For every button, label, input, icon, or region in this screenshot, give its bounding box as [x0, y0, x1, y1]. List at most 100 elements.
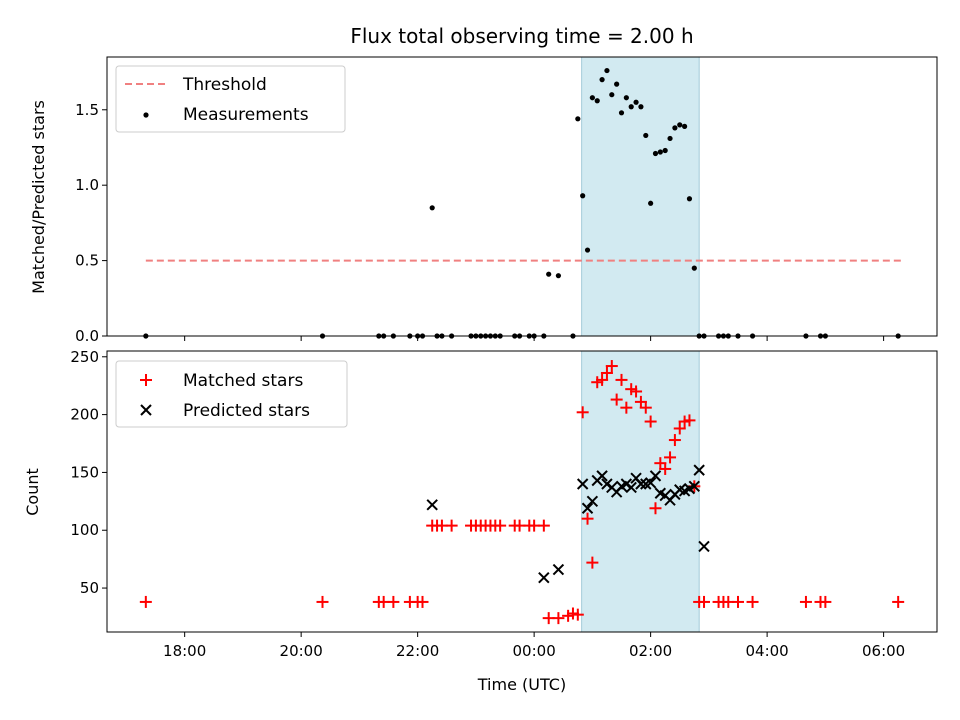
matched-star-point — [416, 595, 429, 608]
x-tick-label: 00:00 — [513, 642, 556, 660]
matched-star-point — [445, 519, 458, 532]
measurement-point — [677, 122, 683, 128]
measurement-point — [555, 273, 562, 279]
predicted-star-point — [625, 481, 637, 494]
measurement-point — [638, 104, 644, 110]
measurement-point — [662, 147, 668, 154]
matched-star-point — [316, 595, 329, 608]
matched-star-point — [494, 519, 507, 532]
predicted-star-stroke-b — [674, 484, 686, 496]
x-axis-label: Time (UTC) — [477, 675, 566, 694]
bottom-panel-marks — [139, 360, 905, 625]
measurement-point — [682, 123, 688, 129]
matched-star-point — [615, 373, 628, 386]
top-y-tick-label: 1.0 — [75, 176, 99, 194]
predicted-star-stroke-b — [688, 480, 701, 493]
matched-star-point — [610, 393, 623, 406]
matched-star-point — [387, 595, 400, 608]
measurement-point — [609, 92, 615, 98]
matched-star-point — [644, 415, 657, 428]
matched-star-point — [698, 595, 711, 608]
predicted-star-stroke-b — [635, 478, 647, 490]
predicted-star-point — [698, 540, 710, 553]
x-tick-label: 06:00 — [862, 642, 905, 660]
predicted-star-point — [538, 571, 550, 584]
predicted-star-point — [649, 470, 662, 482]
x-tick-label: 20:00 — [280, 642, 323, 660]
matched-star-point — [664, 451, 677, 464]
measurement-point — [667, 135, 673, 142]
legend-measurements-marker — [143, 112, 149, 118]
top-y-tick-label: 1.5 — [75, 101, 99, 119]
measurement-point — [623, 95, 629, 101]
top-axes-frame — [106, 56, 938, 337]
predicted-star-stroke-b — [649, 470, 662, 482]
x-tick-label: 02:00 — [629, 642, 672, 660]
matched-star-point — [649, 502, 662, 515]
bottom-y-tick-label: 50 — [80, 579, 99, 597]
matched-star-point — [892, 595, 905, 608]
predicted-star-stroke-b — [426, 499, 438, 511]
predicted-star-stroke-b — [698, 540, 710, 553]
matched-star-point — [600, 366, 613, 379]
bottom-legend: Matched stars Predicted stars — [115, 360, 348, 428]
matched-star-point — [139, 595, 152, 608]
matched-star-point — [668, 434, 681, 447]
predicted-star-point — [644, 477, 657, 489]
measurement-point — [584, 247, 591, 253]
matched-star-point — [683, 414, 696, 427]
x-tick-label: 04:00 — [745, 642, 788, 660]
top-y-tick-label: 0.0 — [75, 327, 99, 345]
predicted-star-point — [426, 499, 438, 511]
top-legend-box — [115, 65, 346, 133]
measurement-point — [599, 77, 605, 83]
matched-star-point — [581, 512, 594, 525]
measurement-point — [580, 193, 586, 199]
x-ticks: 18:00 20:00 22:00 00:00 02:00 04:00 06:00 — [163, 336, 905, 660]
matched-star-point — [605, 360, 618, 373]
bottom-y-tick-label: 150 — [70, 463, 99, 481]
measurement-point — [672, 125, 678, 131]
predicted-star-stroke-b — [644, 477, 657, 489]
matched-star-point — [799, 595, 812, 608]
matched-star-point — [630, 385, 643, 398]
matched-star-point — [586, 556, 599, 569]
measurement-point — [691, 265, 697, 271]
top-shaded-span — [581, 56, 700, 337]
measurement-point — [628, 104, 634, 110]
matched-star-point — [571, 608, 584, 621]
predicted-star-stroke-b — [693, 464, 705, 476]
predicted-star-stroke-b — [581, 502, 594, 514]
matched-star-point — [673, 422, 686, 435]
bottom-y-tick-label: 200 — [70, 406, 99, 424]
legend-matched-marker — [140, 374, 152, 386]
bottom-legend-box — [115, 360, 348, 428]
top-panel-marks — [143, 67, 904, 339]
bottom-y-tick-label: 250 — [70, 348, 99, 366]
legend-threshold-label: Threshold — [182, 75, 267, 95]
legend-matched-label: Matched stars — [183, 371, 303, 391]
matched-star-point — [576, 406, 589, 419]
legend-measurements-label: Measurements — [183, 105, 309, 125]
bottom-axes-frame — [106, 350, 938, 633]
top-legend: Threshold Measurements — [115, 65, 346, 133]
bottom-y-ticks: 50 100 150 200 250 — [70, 348, 107, 597]
predicted-star-stroke-b — [630, 472, 642, 484]
predicted-star-point — [576, 478, 589, 490]
matched-star-point — [819, 595, 832, 608]
measurement-point — [575, 116, 581, 122]
matched-star-point — [552, 612, 565, 625]
top-y-ticks: 0.0 0.5 1.0 1.5 — [75, 101, 107, 345]
predicted-star-stroke-b — [552, 563, 565, 576]
measurement-point — [604, 67, 610, 74]
predicted-star-point — [688, 480, 701, 493]
matched-star-point — [596, 373, 609, 386]
matched-star-point — [537, 519, 550, 532]
matched-star-point — [659, 462, 672, 475]
measurement-point — [652, 150, 659, 157]
matched-star-point — [746, 595, 759, 608]
predicted-star-stroke-b — [586, 495, 599, 508]
measurement-point — [546, 271, 552, 277]
measurement-point — [594, 98, 600, 104]
